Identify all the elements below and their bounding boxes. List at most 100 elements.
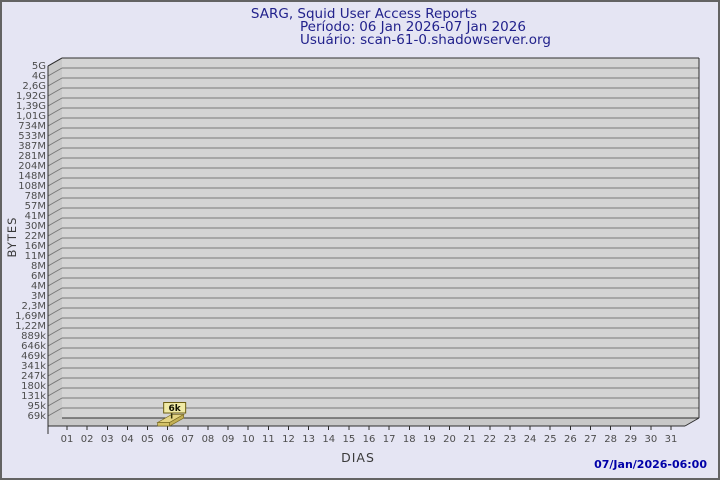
x-tick-label: 17 <box>383 434 396 445</box>
y-tick-label: 341k <box>21 361 46 372</box>
wall-gridline <box>47 207 63 217</box>
wall-top-edge <box>47 57 63 67</box>
chart-subtitle-user: Usuário: scan-61-0.shadowserver.org <box>300 32 551 48</box>
y-tick-label: 8M <box>31 261 46 272</box>
bar-front-face <box>157 422 171 427</box>
x-axis-title: DIAS <box>341 450 375 465</box>
y-tick-label: 131k <box>21 391 46 402</box>
x-tick-label: 29 <box>624 434 637 445</box>
wall-gridline <box>47 317 63 327</box>
wall-gridline <box>47 187 63 197</box>
y-tick-label: 30M <box>25 221 46 232</box>
x-tick-label: 31 <box>665 434 678 445</box>
y-tick-label: 247k <box>21 371 46 382</box>
wall-gridline <box>47 297 63 307</box>
y-tick-label: 41M <box>25 211 46 222</box>
wall-gridline <box>47 87 63 97</box>
x-tick-label: 01 <box>61 434 74 445</box>
wall-gridline <box>47 337 63 347</box>
wall-gridline <box>47 357 63 367</box>
y-tick-label: 1,69M <box>15 311 46 322</box>
x-tick-label: 15 <box>342 434 355 445</box>
y-tick-label: 4G <box>32 71 46 82</box>
y-tick-label: 734M <box>18 121 46 132</box>
x-tick-label: 30 <box>644 434 657 445</box>
wall-gridline <box>47 217 63 227</box>
x-tick-label: 08 <box>202 434 215 445</box>
y-tick-label: 11M <box>25 251 46 262</box>
wall-gridline <box>47 167 63 177</box>
y-tick-label: 204M <box>18 161 46 172</box>
y-tick-label: 4M <box>31 281 46 292</box>
y-tick-label: 108M <box>18 181 46 192</box>
x-tick-label: 21 <box>463 434 476 445</box>
y-tick-label: 889k <box>21 331 46 342</box>
wall-gridline <box>47 347 63 357</box>
y-tick-label: 95k <box>27 401 46 412</box>
x-tick-label: 16 <box>363 434 376 445</box>
generated-timestamp: 07/Jan/2026-06:00 <box>594 458 707 471</box>
wall-gridline <box>47 327 63 337</box>
wall-gridline <box>47 227 63 237</box>
y-tick-label: 646k <box>21 341 46 352</box>
wall-gridline <box>47 197 63 207</box>
y-tick-label: 69k <box>27 411 46 422</box>
chart-title: SARG, Squid User Access Reports <box>251 6 477 22</box>
plot-floor <box>48 418 699 426</box>
x-tick-label: 22 <box>483 434 496 445</box>
wall-gridline <box>47 67 63 77</box>
x-tick-label: 03 <box>101 434 114 445</box>
y-tick-label: 1,39G <box>16 101 46 112</box>
annotation-value-label: 6k <box>169 404 182 414</box>
wall-gridline <box>47 137 63 147</box>
bar-side-face <box>169 413 185 427</box>
y-tick-label: 281M <box>18 151 46 162</box>
x-tick-label: 19 <box>423 434 436 445</box>
y-tick-label: 2,3M <box>21 301 46 312</box>
y-tick-label: 469k <box>21 351 46 362</box>
y-tick-label: 180k <box>21 381 46 392</box>
y-tick-label: 533M <box>18 131 46 142</box>
x-tick-label: 20 <box>443 434 456 445</box>
y-tick-label: 387M <box>18 141 46 152</box>
y-tick-label: 57M <box>25 201 46 212</box>
wall-gridline <box>47 77 63 87</box>
wall-gridline <box>47 147 63 157</box>
x-tick-label: 27 <box>584 434 597 445</box>
x-tick-label: 09 <box>222 434 235 445</box>
y-axis-title: BYTES <box>5 217 19 258</box>
x-tick-label: 10 <box>242 434 255 445</box>
x-tick-label: 12 <box>282 434 295 445</box>
x-tick-label: 05 <box>141 434 154 445</box>
y-tick-label: 3M <box>31 291 46 302</box>
y-tick-label: 16M <box>25 241 46 252</box>
x-tick-label: 23 <box>504 434 517 445</box>
wall-gridline <box>47 397 63 407</box>
x-tick-label: 25 <box>544 434 557 445</box>
wall-gridline <box>47 267 63 277</box>
y-tick-label: 6M <box>31 271 46 282</box>
y-tick-label: 2,6G <box>22 81 46 92</box>
y-tick-label: 5G <box>32 61 46 72</box>
wall-gridline <box>47 377 63 387</box>
chart-subtitle-period: Período: 06 Jan 2026-07 Jan 2026 <box>300 19 526 35</box>
annotation-box <box>163 402 187 414</box>
wall-gridline <box>47 277 63 287</box>
y-tick-label: 1,22M <box>15 321 46 332</box>
wall-gridline <box>47 107 63 117</box>
wall-gridline <box>47 117 63 127</box>
y-tick-label: 1,01G <box>16 111 46 122</box>
wall-gridline <box>47 387 63 397</box>
wall-gridline <box>47 127 63 137</box>
wall-gridline <box>47 177 63 187</box>
x-tick-label: 28 <box>604 434 617 445</box>
x-tick-label: 04 <box>121 434 134 445</box>
x-tick-label: 24 <box>524 434 537 445</box>
wall-gridline <box>47 287 63 297</box>
y-tick-label: 148M <box>18 171 46 182</box>
x-tick-label: 02 <box>81 434 94 445</box>
y-tick-label: 78M <box>25 191 46 202</box>
